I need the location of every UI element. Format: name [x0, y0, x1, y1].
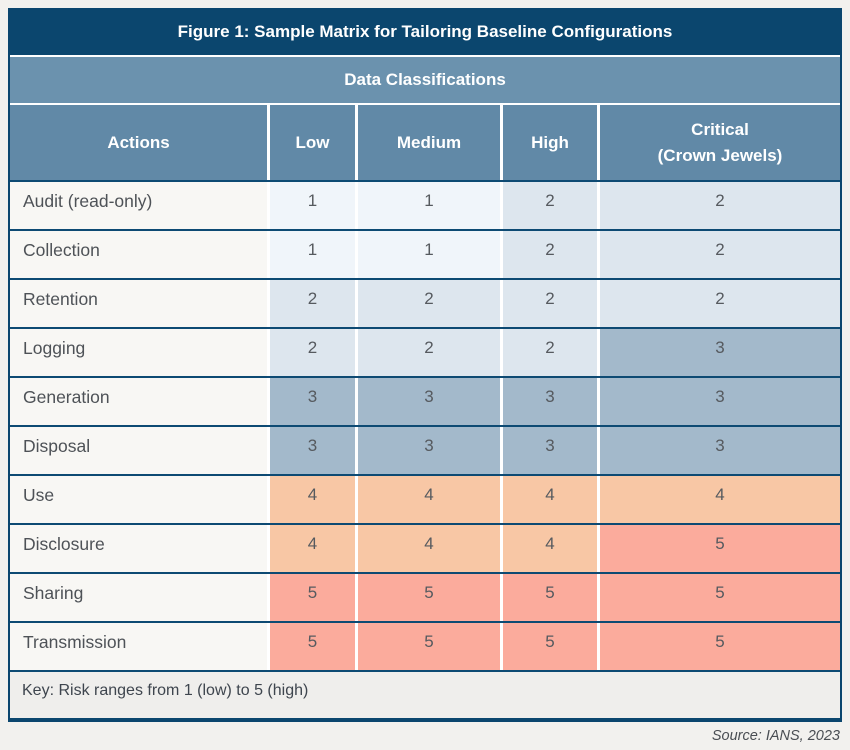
risk-cell: 4 [597, 476, 840, 523]
risk-cell: 3 [597, 329, 840, 376]
data-classifications-bar: Data Classifications [10, 55, 840, 103]
risk-cell: 5 [355, 623, 500, 670]
risk-cell: 3 [267, 427, 355, 474]
risk-cell: 2 [500, 329, 597, 376]
risk-cell: 5 [500, 574, 597, 621]
risk-cell: 2 [355, 280, 500, 327]
risk-cell: 1 [355, 182, 500, 229]
table-row: Sharing 5 5 5 5 [10, 572, 840, 621]
figure-matrix: Figure 1: Sample Matrix for Tailoring Ba… [8, 8, 842, 722]
table-row: Logging 2 2 2 3 [10, 327, 840, 376]
risk-cell: 3 [355, 378, 500, 425]
action-label: Disposal [10, 427, 267, 474]
risk-cell: 5 [597, 623, 840, 670]
risk-cell: 3 [500, 427, 597, 474]
data-classifications-label: Data Classifications [344, 70, 506, 89]
risk-cell: 2 [597, 182, 840, 229]
risk-cell: 4 [500, 525, 597, 572]
risk-cell: 5 [267, 574, 355, 621]
action-label: Audit (read-only) [10, 182, 267, 229]
header-high: High [500, 105, 597, 180]
risk-cell: 3 [597, 427, 840, 474]
header-actions: Actions [107, 132, 170, 152]
risk-cell: 5 [597, 525, 840, 572]
risk-cell: 4 [500, 476, 597, 523]
table-row: Disposal 3 3 3 3 [10, 425, 840, 474]
risk-cell: 4 [355, 476, 500, 523]
table-row: Retention 2 2 2 2 [10, 278, 840, 327]
action-label: Collection [10, 231, 267, 278]
table-row: Generation 3 3 3 3 [10, 376, 840, 425]
key-note-row: Key: Risk ranges from 1 (low) to 5 (high… [10, 670, 840, 718]
table-body: Audit (read-only) 1 1 2 2 Collection 1 1… [10, 180, 840, 670]
risk-cell: 5 [597, 574, 840, 621]
risk-cell: 2 [267, 280, 355, 327]
action-label: Sharing [10, 574, 267, 621]
header-low: Low [267, 105, 355, 180]
table-row: Disclosure 4 4 4 5 [10, 523, 840, 572]
key-note: Key: Risk ranges from 1 (low) to 5 (high… [22, 682, 309, 699]
risk-cell: 2 [597, 280, 840, 327]
table-row: Use 4 4 4 4 [10, 474, 840, 523]
risk-cell: 3 [355, 427, 500, 474]
source-attribution: Source: IANS, 2023 [711, 728, 840, 744]
risk-cell: 4 [355, 525, 500, 572]
risk-cell: 5 [500, 623, 597, 670]
risk-cell: 2 [500, 280, 597, 327]
table-row: Collection 1 1 2 2 [10, 229, 840, 278]
action-label: Retention [10, 280, 267, 327]
risk-cell: 4 [267, 476, 355, 523]
risk-cell: 5 [355, 574, 500, 621]
risk-cell: 1 [355, 231, 500, 278]
risk-cell: 1 [267, 182, 355, 229]
risk-cell: 3 [500, 378, 597, 425]
risk-cell: 2 [500, 182, 597, 229]
table-row: Audit (read-only) 1 1 2 2 [10, 180, 840, 229]
figure-title-bar: Figure 1: Sample Matrix for Tailoring Ba… [10, 8, 840, 55]
risk-cell: 4 [267, 525, 355, 572]
risk-cell: 3 [267, 378, 355, 425]
action-label: Transmission [10, 623, 267, 670]
header-medium: Medium [355, 105, 500, 180]
action-label: Generation [10, 378, 267, 425]
risk-cell: 3 [597, 378, 840, 425]
action-label: Use [10, 476, 267, 523]
action-label: Disclosure [10, 525, 267, 572]
figure-title: Figure 1: Sample Matrix for Tailoring Ba… [177, 21, 673, 41]
risk-cell: 2 [597, 231, 840, 278]
risk-cell: 2 [500, 231, 597, 278]
risk-cell: 2 [267, 329, 355, 376]
column-header-row: Actions Low Medium High Critical (Crown … [10, 103, 840, 180]
risk-cell: 2 [355, 329, 500, 376]
header-critical: Critical (Crown Jewels) [597, 105, 840, 180]
action-label: Logging [10, 329, 267, 376]
risk-cell: 5 [267, 623, 355, 670]
risk-cell: 1 [267, 231, 355, 278]
table-row: Transmission 5 5 5 5 [10, 621, 840, 670]
